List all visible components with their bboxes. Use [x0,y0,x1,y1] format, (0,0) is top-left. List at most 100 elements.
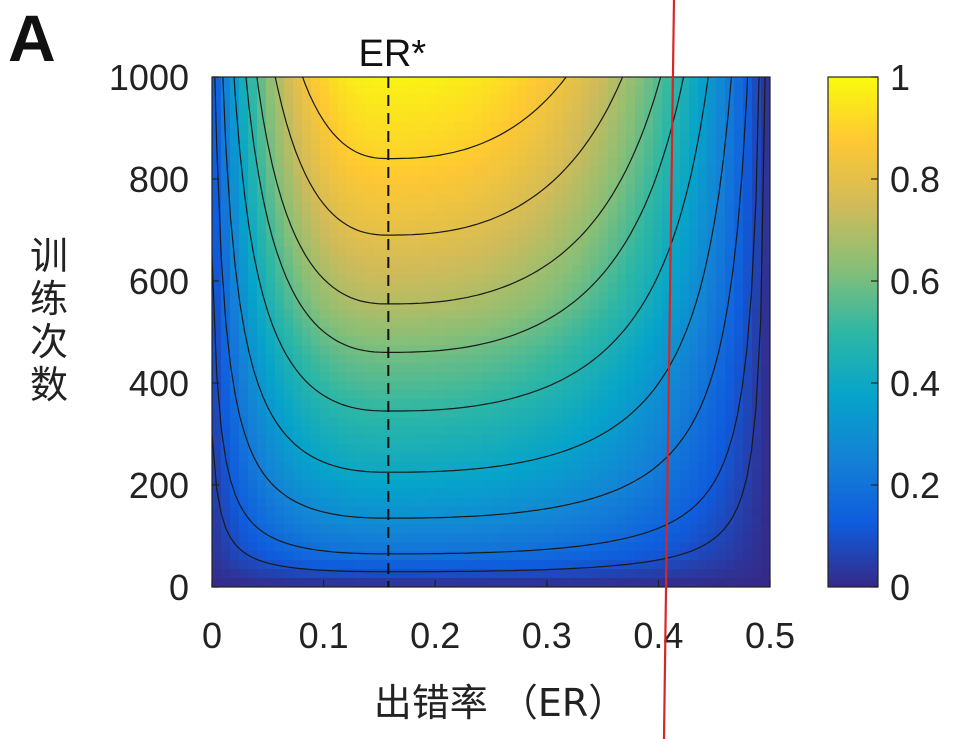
heatmap-cell [392,148,402,159]
heatmap-cell [464,560,474,570]
heatmap-cell [653,255,663,266]
heatmap-cell [635,148,645,159]
heatmap-cell [248,175,258,186]
heatmap-cell [311,524,321,535]
heatmap-cell [644,166,654,177]
heatmap-cell [644,542,654,552]
heatmap-cell [527,130,537,141]
heatmap-cell [707,551,717,561]
heatmap-cell [464,354,474,365]
heatmap-cell [698,515,708,526]
heatmap-cell [446,255,456,266]
heatmap-cell [572,488,582,499]
heatmap-cell [734,408,744,418]
heatmap-cell [743,417,753,427]
heatmap-cell [446,247,456,257]
heatmap-cell [482,121,492,132]
heatmap-cell [221,166,231,177]
heatmap-cell [329,336,339,347]
heatmap-cell [626,345,636,356]
heatmap-cell [581,229,591,239]
heatmap-cell [536,425,546,436]
heatmap-cell [302,551,312,561]
heatmap-cell [230,300,240,311]
heatmap-cell [572,551,582,561]
heatmap-cell [518,551,528,561]
heatmap-cell [554,157,564,168]
heatmap-cell [680,399,690,409]
heatmap-cell [545,139,555,150]
heatmap-cell [671,103,681,114]
heatmap-cell [266,130,276,141]
heatmap-cell [761,336,770,347]
heatmap-cell [734,229,744,239]
heatmap-cell [293,282,303,293]
heatmap-cell [374,193,384,203]
heatmap-cell [527,443,537,454]
heatmap-cell [581,542,591,552]
heatmap-cell [527,273,537,284]
heatmap-cell [392,479,402,490]
heatmap-cell [311,220,321,230]
heatmap-cell [437,273,447,284]
heatmap-cell [527,336,537,347]
heatmap-cell [752,578,762,587]
heatmap-cell [509,479,519,490]
heatmap-cell [446,85,456,96]
heatmap-cell [761,247,770,257]
heatmap-cell [761,399,770,409]
heatmap-cell [707,166,717,177]
heatmap-cell [617,551,627,561]
heatmap-cell [743,318,753,329]
heatmap-cell [752,560,762,570]
heatmap-cell [230,542,240,552]
heatmap-cell [608,506,618,517]
heatmap-cell [644,77,654,87]
heatmap-cell [320,175,330,186]
heatmap-cell [302,327,312,338]
heatmap-cell [500,425,510,436]
heatmap-cell [284,425,294,436]
heatmap-cell [329,578,339,587]
heatmap-cell [644,524,654,535]
heatmap-cell [446,425,456,436]
heatmap-cell [536,345,546,356]
heatmap-cell [464,300,474,311]
heatmap-cell [725,309,735,320]
heatmap-cell [725,112,735,123]
heatmap-cell [212,551,222,561]
heatmap-cell [392,363,402,373]
heatmap-cell [563,309,573,320]
heatmap-cell [293,211,303,221]
heatmap-cell [698,291,708,302]
heatmap-cell [239,488,249,499]
heatmap-cell [266,569,276,579]
heatmap-cell [716,94,726,105]
heatmap-cell [743,506,753,517]
heatmap-cell [437,515,447,526]
heatmap-cell [365,470,375,481]
heatmap-cell [635,560,645,570]
heatmap-cell [626,112,636,123]
y-axis-label-char: 次 [29,320,68,364]
heatmap-cell [725,363,735,373]
heatmap-cell [464,515,474,526]
heatmap-cell [212,184,222,195]
heatmap-cell [581,551,591,561]
heatmap-cell [527,300,537,311]
heatmap-cell [302,112,312,123]
heatmap-cell [725,488,735,499]
heatmap-cell [500,229,510,239]
heatmap-cell [356,470,366,481]
heatmap-cell [734,157,744,168]
heatmap-cell [662,399,672,409]
heatmap-cell [527,247,537,257]
heatmap-cell [347,157,357,168]
heatmap-cell [257,515,267,526]
heatmap-cell [527,202,537,212]
heatmap-cell [617,542,627,552]
heatmap-cell [266,542,276,552]
heatmap-cell [554,273,564,284]
heatmap-cell [608,130,618,141]
heatmap-cell [725,515,735,526]
